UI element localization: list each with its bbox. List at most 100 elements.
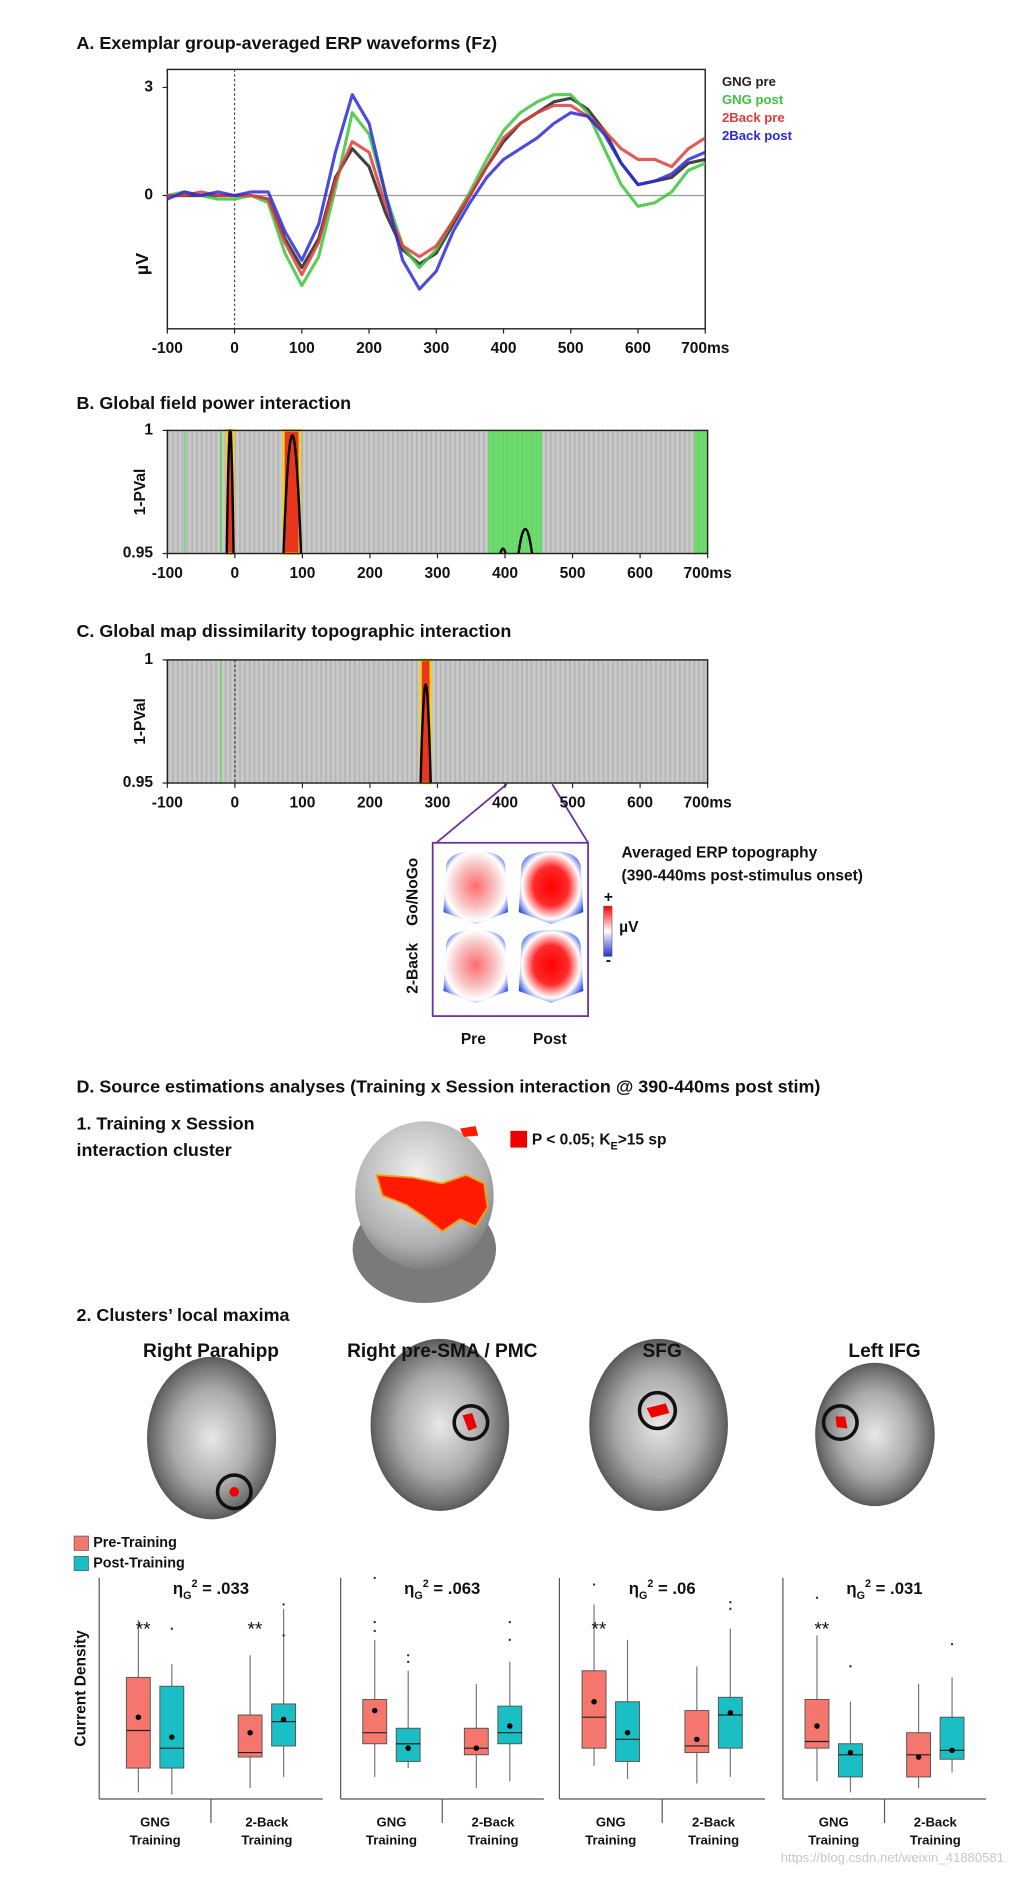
topo-map <box>443 851 508 925</box>
pval-curve <box>499 547 507 554</box>
waveform <box>167 103 707 277</box>
mean <box>949 1747 955 1754</box>
effect-size-part: η <box>173 1579 183 1598</box>
effect-size-part: G <box>183 1590 191 1602</box>
waveform <box>167 93 706 288</box>
waveform <box>166 93 706 291</box>
x-tick-label: 700ms <box>683 565 731 582</box>
x-tick-label: -100 <box>152 340 183 357</box>
maxima-circle <box>452 1403 490 1442</box>
box <box>159 1685 185 1769</box>
pval-curve <box>517 528 534 554</box>
x-tick-label: 400 <box>492 794 518 811</box>
legend-swatch <box>510 1130 528 1148</box>
outlier <box>373 1576 376 1580</box>
effect-size-part: η <box>846 1579 856 1598</box>
x-tick-label: 0 <box>230 340 239 357</box>
outlier <box>729 1607 732 1611</box>
y-tick-label: 1 <box>144 422 153 439</box>
outlier <box>508 1638 511 1642</box>
legend-text: P < 0.05; K <box>532 1132 611 1149</box>
outlier <box>950 1643 954 1646</box>
y-tick-label: 3 <box>144 79 153 96</box>
x-tick-label: 600 <box>627 794 653 811</box>
row-label: Go/NoGo <box>405 858 422 926</box>
brain-slice <box>147 1356 277 1520</box>
legend-entry: Pre-Training <box>93 1535 177 1551</box>
topo-subtitle: (390-440ms post-stimulus onset) <box>622 867 863 884</box>
box <box>271 1703 297 1747</box>
x-tick-label: 100 <box>289 794 315 811</box>
column-label: Pre <box>461 1031 486 1048</box>
x-category-label: GNG <box>377 1814 407 1829</box>
x-category-label: 2-Back <box>692 1814 736 1829</box>
x-category-label: GNG <box>140 1814 170 1829</box>
significance-band <box>694 430 708 554</box>
section-title: D. Source estimations analyses (Training… <box>76 1077 820 1097</box>
legend-entry: GNG post <box>722 92 784 107</box>
column-label: Post <box>533 1031 567 1048</box>
waveform <box>167 96 706 270</box>
effect-size: ηG2 = .06 <box>629 1578 696 1602</box>
cluster-blob <box>375 1174 489 1233</box>
effect-size-part: G <box>857 1590 865 1602</box>
watermark: https://blog.csdn.net/weixin_41880581 <box>781 1850 1004 1865</box>
x-category-label: 2-Back <box>472 1814 516 1829</box>
subsection-title: interaction cluster <box>76 1140 231 1160</box>
region-title: SFG <box>643 1341 682 1362</box>
significance-band <box>220 430 223 554</box>
significance-band <box>488 430 543 554</box>
y-tick-label: 0 <box>144 187 153 204</box>
brain-slice <box>370 1338 510 1511</box>
outlier <box>170 1627 174 1630</box>
effect-size-part: 2 <box>191 1578 197 1590</box>
legend-text: >15 sp <box>618 1132 667 1149</box>
outlier <box>406 1654 410 1657</box>
significance-stars: ** <box>136 1620 151 1641</box>
outlier <box>282 1634 285 1637</box>
legend-entry: 2Back pre <box>722 110 785 125</box>
x-category-label: Training <box>585 1832 636 1847</box>
outlier <box>849 1665 852 1668</box>
x-tick-label: 200 <box>357 565 383 582</box>
mean <box>814 1723 820 1729</box>
x-tick-label: 500 <box>560 565 586 582</box>
x-tick-label: 300 <box>423 340 449 357</box>
x-category-label: GNG <box>596 1814 626 1829</box>
effect-size-part: 2 <box>423 1578 429 1590</box>
effect-size-part: η <box>629 1579 639 1598</box>
topography-inset: + - µV Averaged ERP topography (390-440m… <box>405 783 863 1048</box>
x-category-label: Training <box>688 1832 739 1847</box>
y-tick-label: 0.95 <box>123 774 154 791</box>
x-tick-label: 400 <box>492 565 518 582</box>
x-category-label: 2-Back <box>914 1814 958 1829</box>
significance-band <box>220 659 222 784</box>
outlier <box>592 1583 596 1586</box>
legend-swatch <box>73 1556 89 1572</box>
effect-size-part: 2 <box>647 1578 653 1590</box>
colorbar-minus: - <box>606 952 611 969</box>
significance-stars: ** <box>591 1620 606 1641</box>
x-tick-label: 700ms <box>683 794 731 811</box>
mean <box>847 1749 854 1756</box>
cluster-legend: P < 0.05; KE>15 sp <box>532 1132 667 1153</box>
topo-map <box>443 930 508 1003</box>
x-tick-label: 100 <box>289 565 315 582</box>
chart-title: A. Exemplar group-averaged ERP waveforms… <box>76 33 497 53</box>
x-tick-label: 700ms <box>681 340 729 357</box>
box <box>237 1714 263 1758</box>
x-tick-label: 300 <box>425 565 451 582</box>
y-tick-label: 1 <box>144 651 153 668</box>
x-tick-label: 300 <box>425 794 451 811</box>
region-title: Left IFG <box>848 1341 920 1362</box>
effect-size: ηG2 = .063 <box>404 1578 480 1602</box>
colorbar-plus: + <box>604 889 613 906</box>
x-tick-label: 0 <box>231 794 240 811</box>
brain-slice <box>589 1338 728 1511</box>
maxima-marker <box>835 1416 848 1429</box>
box <box>939 1716 965 1760</box>
zoom-line <box>551 783 589 844</box>
maxima-marker <box>229 1487 240 1497</box>
x-category-label: Training <box>241 1832 292 1847</box>
